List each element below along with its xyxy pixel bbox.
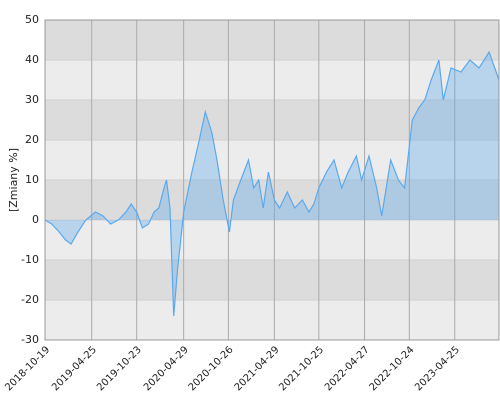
y-axis-label: [Zmiany %] [7, 148, 20, 212]
x-tick-label: 2023-04-25 [413, 344, 462, 393]
x-tick-label: 2018-10-19 [3, 344, 52, 393]
grid-band [45, 220, 499, 260]
grid-band [45, 60, 499, 100]
grid-band [45, 20, 499, 60]
y-tick-label: -10 [21, 253, 39, 266]
area [45, 52, 499, 316]
x-tick-label: 2021-04-29 [233, 344, 282, 393]
line [44, 50, 500, 317]
y-tick-label: 0 [32, 213, 39, 226]
y-tick-label: 50 [25, 13, 39, 26]
x-tick-label: 2022-10-24 [368, 344, 417, 393]
y-tick-label: 40 [25, 53, 39, 66]
grid-band [45, 140, 499, 180]
x-tick-label: 2021-10-25 [277, 344, 326, 393]
grid-band [45, 100, 499, 140]
x-tick-label: 2022-04-27 [323, 344, 372, 393]
y-tick-label: 10 [25, 173, 39, 186]
x-tick-label: 2020-04-29 [142, 344, 191, 393]
x-tick-label: 2019-10-23 [95, 344, 144, 393]
y-tick-label: -20 [21, 293, 39, 306]
x-tick-label: 2020-10-26 [187, 344, 236, 393]
grid-band [45, 300, 499, 340]
y-tick-label: 30 [25, 93, 39, 106]
x-tick-label: 2019-04-25 [50, 344, 99, 393]
grid-band [45, 260, 499, 300]
plot-border [44, 19, 500, 341]
y-tick-label: 20 [25, 133, 39, 146]
y-tick-label: -30 [21, 333, 39, 346]
